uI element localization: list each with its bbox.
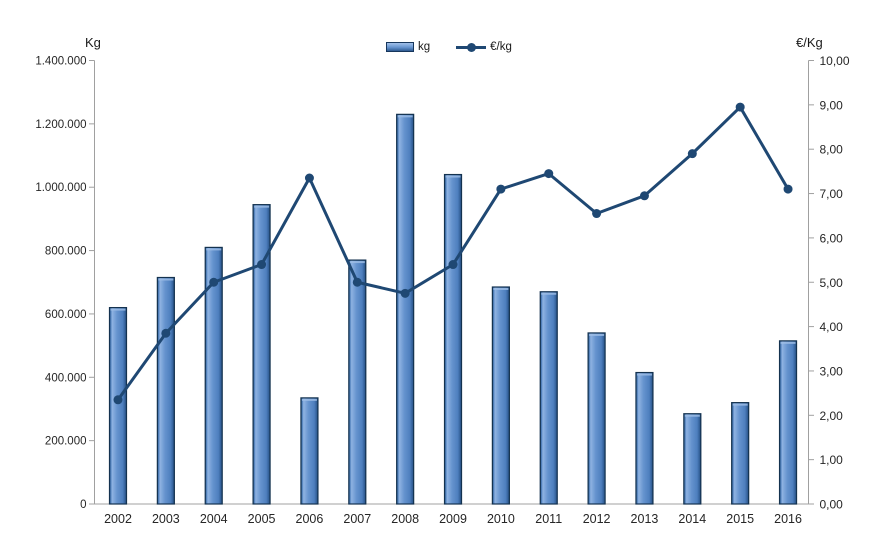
bar-top-cap bbox=[397, 115, 413, 118]
x-axis-label: 2011 bbox=[535, 512, 562, 526]
left-axis-tick-label: 0 bbox=[80, 499, 86, 511]
bar-2010 bbox=[491, 286, 510, 505]
bar-top-cap bbox=[158, 278, 174, 281]
bar-2015 bbox=[731, 402, 750, 505]
chart-legend: kg €/kg bbox=[386, 41, 512, 53]
right-axis-tick-label: 0,00 bbox=[820, 498, 844, 512]
legend-label-eur-per-kg: €/kg bbox=[490, 41, 512, 53]
bar-series-swatch-icon bbox=[386, 42, 414, 52]
bar-2004 bbox=[204, 246, 223, 505]
x-axis-label: 2015 bbox=[726, 512, 754, 526]
bar-2012 bbox=[587, 332, 606, 505]
x-axis-label: 2016 bbox=[774, 512, 802, 526]
bar-2002 bbox=[108, 306, 128, 505]
bar-top-cap bbox=[589, 333, 605, 336]
legend-label-kg: kg bbox=[418, 41, 431, 53]
bar-2007 bbox=[348, 259, 367, 505]
x-axis-label: 2014 bbox=[678, 512, 706, 526]
right-axis-title: €/Kg bbox=[796, 35, 823, 50]
left-axis-tick-label: 1.000.000 bbox=[35, 182, 86, 194]
line-point-2004 bbox=[209, 277, 219, 287]
left-axis-tick-label: 400.000 bbox=[45, 372, 87, 384]
right-axis-tick-label: 10,00 bbox=[820, 54, 850, 68]
bar-2013 bbox=[635, 371, 654, 505]
bar-2014 bbox=[683, 413, 702, 505]
x-axis-label: 2004 bbox=[200, 512, 228, 526]
left-axis-title: Kg bbox=[85, 35, 101, 50]
bar-top-cap bbox=[445, 175, 461, 178]
x-axis-label: 2002 bbox=[104, 512, 132, 526]
right-axis-tick-label: 7,00 bbox=[820, 187, 844, 201]
line-point-2012 bbox=[592, 209, 602, 219]
left-axis-tick-label: 800.000 bbox=[45, 246, 87, 258]
bar-2009 bbox=[443, 173, 463, 505]
bar-top-cap bbox=[684, 414, 700, 417]
line-point-2005 bbox=[257, 260, 267, 270]
x-axis-label: 2005 bbox=[248, 512, 276, 526]
bar-top-cap bbox=[349, 261, 365, 264]
x-axis-label: 2008 bbox=[391, 512, 419, 526]
right-axis-tick-label: 6,00 bbox=[820, 231, 844, 245]
bar-2003 bbox=[156, 276, 175, 505]
bar-top-cap bbox=[541, 292, 557, 295]
legend-item-eur-per-kg: €/kg bbox=[456, 41, 512, 53]
right-axis-tick-label: 4,00 bbox=[820, 320, 844, 334]
bar-2016 bbox=[778, 340, 798, 505]
line-point-2006 bbox=[304, 173, 314, 183]
bar-top-cap bbox=[110, 308, 126, 311]
bar-2006 bbox=[300, 397, 319, 505]
line-point-2011 bbox=[544, 169, 554, 179]
x-axis-label: 2007 bbox=[343, 512, 371, 526]
line-point-2010 bbox=[496, 184, 506, 194]
line-point-2016 bbox=[783, 184, 793, 194]
x-axis-label: 2009 bbox=[439, 512, 467, 526]
line-point-2013 bbox=[639, 191, 649, 201]
bar-top-cap bbox=[636, 373, 652, 376]
line-point-2014 bbox=[687, 149, 697, 159]
bar-top-cap bbox=[493, 288, 509, 291]
left-axis-tick-label: 1.200.000 bbox=[35, 119, 86, 131]
line-series-swatch-icon bbox=[456, 42, 487, 52]
x-axis-label: 2010 bbox=[487, 512, 515, 526]
x-axis-label: 2006 bbox=[296, 512, 324, 526]
line-point-2002 bbox=[113, 395, 123, 405]
left-axis-tick-label: 600.000 bbox=[45, 309, 87, 321]
bar-2011 bbox=[539, 291, 558, 505]
right-axis-tick-label: 5,00 bbox=[820, 276, 844, 290]
bar-top-cap bbox=[206, 248, 222, 251]
bar-top-cap bbox=[780, 341, 796, 344]
bar-2005 bbox=[252, 204, 271, 505]
x-axis-label: 2012 bbox=[583, 512, 611, 526]
right-axis-tick-label: 3,00 bbox=[820, 364, 844, 378]
right-axis-tick-label: 8,00 bbox=[820, 143, 844, 157]
right-axis-tick-label: 2,00 bbox=[820, 409, 844, 423]
left-axis-tick-label: 1.400.000 bbox=[35, 56, 86, 68]
line-point-2015 bbox=[735, 102, 745, 112]
bar-top-cap bbox=[301, 398, 317, 401]
right-axis-tick-label: 1,00 bbox=[820, 453, 844, 467]
left-axis-tick-label: 200.000 bbox=[45, 436, 87, 448]
bar-2008 bbox=[396, 113, 415, 505]
x-axis-label: 2013 bbox=[631, 512, 659, 526]
right-axis-tick-label: 9,00 bbox=[820, 98, 844, 112]
bar-top-cap bbox=[732, 403, 748, 406]
bar-top-cap bbox=[254, 205, 270, 208]
line-point-2003 bbox=[161, 328, 171, 338]
line-point-2009 bbox=[448, 260, 458, 270]
legend-item-kg: kg bbox=[386, 41, 430, 53]
line-point-2007 bbox=[352, 277, 362, 287]
x-axis-label: 2003 bbox=[152, 512, 180, 526]
line-point-2008 bbox=[400, 288, 410, 298]
